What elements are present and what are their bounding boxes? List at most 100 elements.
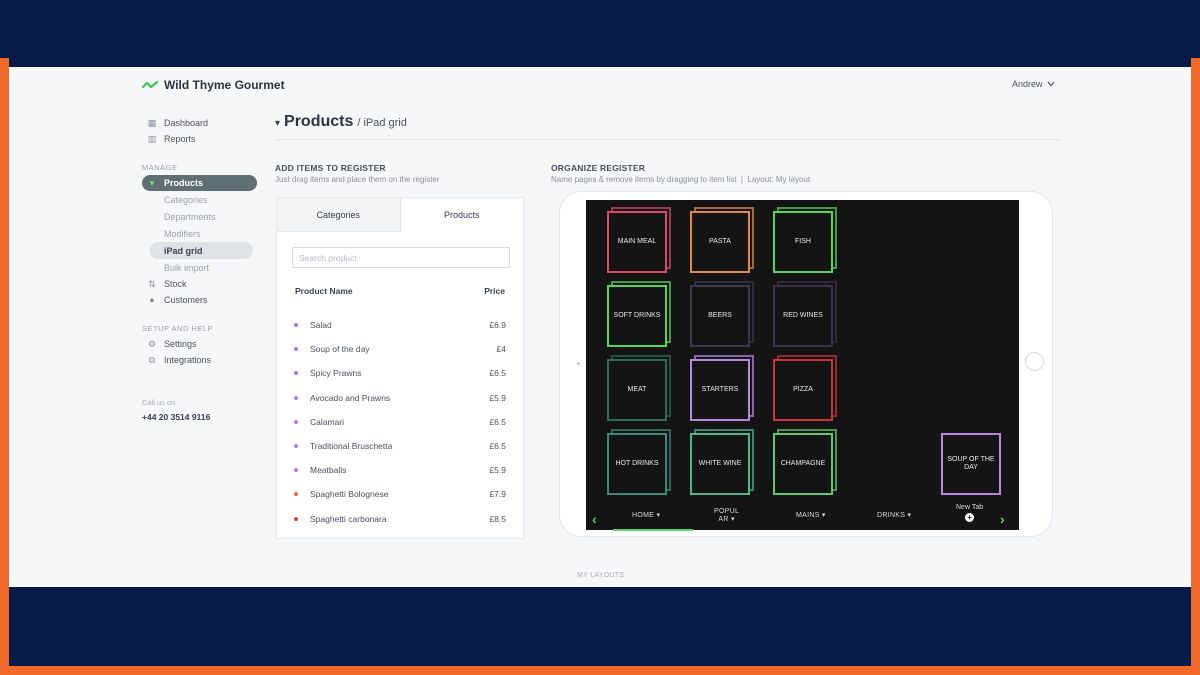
product-list-header: Product Name Price (277, 286, 523, 296)
new-tab-label: New Tab (956, 504, 984, 511)
product-list: Salad £6.9 Soup of the day £4 Spicy Prawns £6… (277, 313, 523, 531)
register-tile[interactable]: HOT DRINKS (607, 433, 667, 495)
sidebar-item-stock[interactable]: ⇅ Stock (142, 276, 262, 292)
panel-tabs: Categories Products (277, 198, 523, 232)
sidebar-subitem-modifiers[interactable]: Modifiers (164, 228, 201, 239)
register-tile[interactable]: MAIN MEAL (607, 211, 667, 273)
product-row[interactable]: Traditional Bruschetta £6.5 (277, 434, 523, 458)
product-row[interactable]: Meatballs £5.9 (277, 458, 523, 482)
product-row[interactable]: Spaghetti carbonara £8.5 (277, 507, 523, 531)
sidebar-item-label: Reports (164, 134, 196, 144)
column-header-price: Price (484, 286, 505, 296)
video-frame: Wild Thyme Gourmet Andrew ▦ Dashboard ▥ … (9, 9, 1191, 666)
category-color-dot (294, 516, 298, 521)
product-price: £6.9 (489, 320, 506, 331)
active-page-indicator (613, 529, 693, 531)
product-price: £6.5 (489, 416, 506, 427)
register-tile[interactable]: RED WINES (773, 285, 833, 347)
phone-number: +44 20 3514 9116 (142, 412, 211, 422)
user-menu[interactable]: Andrew (1012, 79, 1055, 89)
category-color-dot (294, 419, 298, 424)
product-price: £7.9 (489, 489, 506, 500)
new-tab-button[interactable]: New Tab + (956, 504, 983, 522)
chevron-right-icon[interactable]: › (1000, 511, 1005, 527)
category-color-dot (294, 444, 298, 449)
sidebar-subitem-bulk-import[interactable]: Bulk import (164, 262, 210, 273)
chevron-left-icon[interactable]: ‹ (592, 511, 597, 527)
dashboard-icon: ▦ (147, 117, 157, 128)
product-name: Spaghetti carbonara (310, 513, 387, 524)
register-page-nav: ‹ HOME ▾ POPUL AR ▾ MAINS ▾ DRINKS ▾ New… (586, 504, 1019, 530)
tab-products[interactable]: Products (400, 198, 523, 232)
brand[interactable]: Wild Thyme Gourmet (142, 78, 285, 92)
column-header-name: Product Name (295, 286, 353, 296)
product-row[interactable]: Spicy Prawns £6.5 (277, 361, 523, 385)
register-tile[interactable]: SOFT DRINKS (607, 285, 667, 347)
product-row[interactable]: Soup of the day £4 (277, 337, 523, 361)
sidebar-item-label: Products (164, 178, 204, 188)
register-tile[interactable]: MEAT (607, 359, 667, 421)
page-tab-mains[interactable]: MAINS ▾ (796, 512, 826, 519)
section-label-manage: MANAGE (142, 163, 178, 172)
page-tab-drinks[interactable]: DRINKS ▾ (877, 512, 912, 519)
organize-heading: ORGANIZE REGISTER (551, 163, 646, 173)
sidebar-subitem-categories[interactable]: Categories (164, 194, 208, 205)
category-color-dot (294, 492, 298, 497)
brand-logo-icon (142, 80, 158, 89)
sidebar-item-customers[interactable]: ● Customers (142, 292, 262, 308)
sidebar-item-reports[interactable]: ▥ Reports (142, 131, 262, 147)
product-row[interactable]: Avocado and Prawns £5.9 (277, 386, 523, 410)
user-name: Andrew (1012, 79, 1043, 89)
product-name: Soup of the day (310, 344, 370, 355)
category-color-dot (294, 347, 298, 352)
product-row[interactable]: Salad £6.9 (277, 313, 523, 337)
product-name: Meatballs (310, 465, 347, 476)
page-tab-home[interactable]: HOME ▾ (632, 512, 661, 519)
sidebar-item-label: Stock (164, 279, 187, 289)
reports-icon: ▥ (147, 133, 157, 144)
header-divider (275, 139, 1061, 140)
user-icon: ● (149, 295, 155, 305)
app-window: Wild Thyme Gourmet Andrew ▦ Dashboard ▥ … (9, 67, 1191, 587)
products-icon: ▾ (149, 177, 155, 188)
my-layouts-label: MY LAYOUTS (577, 572, 625, 579)
product-price: £6.5 (489, 368, 506, 379)
category-color-dot (294, 371, 298, 376)
sidebar-item-settings[interactable]: ⚙ Settings (142, 336, 262, 352)
ipad-frame: ‹ HOME ▾ POPUL AR ▾ MAINS ▾ DRINKS ▾ New… (559, 191, 1053, 537)
sidebar-item-label: Settings (164, 339, 197, 349)
register-tile[interactable]: CHAMPAGNE (773, 433, 833, 495)
sidebar-item-integrations[interactable]: ⧉ Integrations (142, 352, 262, 368)
add-items-description: Just drag items and place them on the re… (275, 175, 440, 184)
brand-name: Wild Thyme Gourmet (164, 78, 285, 92)
sidebar-item-label: Customers (164, 295, 208, 305)
product-price: £4 (496, 344, 506, 355)
register-grid: ‹ HOME ▾ POPUL AR ▾ MAINS ▾ DRINKS ▾ New… (586, 200, 1019, 531)
register-tile[interactable]: BEERS (690, 285, 750, 347)
sidebar-subitem-ipad-grid[interactable]: iPad grid (150, 242, 253, 259)
tab-categories[interactable]: Categories (277, 198, 401, 232)
register-tile[interactable]: FISH (773, 211, 833, 273)
product-row[interactable]: Calamari £6.5 (277, 410, 523, 434)
stock-icon: ⇅ (148, 278, 156, 289)
sidebar: ▦ Dashboard ▥ Reports MANAGE ▾ Products … (142, 115, 262, 422)
register-tile[interactable]: STARTERS (690, 359, 750, 421)
sidebar-item-products[interactable]: ▾ Products (142, 175, 257, 191)
product-panel: Categories Products Product Name Price S… (276, 197, 524, 539)
search-input[interactable] (292, 247, 510, 268)
register-tile[interactable]: PASTA (690, 211, 750, 273)
sidebar-item-label: Integrations (164, 355, 212, 365)
bottom-band (9, 587, 1191, 666)
product-row[interactable]: Spaghetti Bolognese £7.9 (277, 482, 523, 506)
register-tile[interactable]: SOUP OF THE DAY (941, 433, 1001, 495)
page-title: ▾ Products / iPad grid (275, 113, 407, 131)
register-tile[interactable]: PIZZA (773, 359, 833, 421)
section-label-setup: SETUP AND HELP (142, 324, 214, 333)
sidebar-item-dashboard[interactable]: ▦ Dashboard (142, 115, 262, 131)
top-band (9, 9, 1191, 67)
register-tile[interactable]: WHITE WINE (690, 433, 750, 495)
add-items-heading: ADD ITEMS TO REGISTER (275, 163, 386, 173)
sidebar-subitem-departments[interactable]: Departments (164, 211, 216, 222)
organize-description: Name pages & remove items by dragging to… (551, 175, 811, 184)
page-tab-popular[interactable]: POPUL AR ▾ (714, 508, 740, 523)
